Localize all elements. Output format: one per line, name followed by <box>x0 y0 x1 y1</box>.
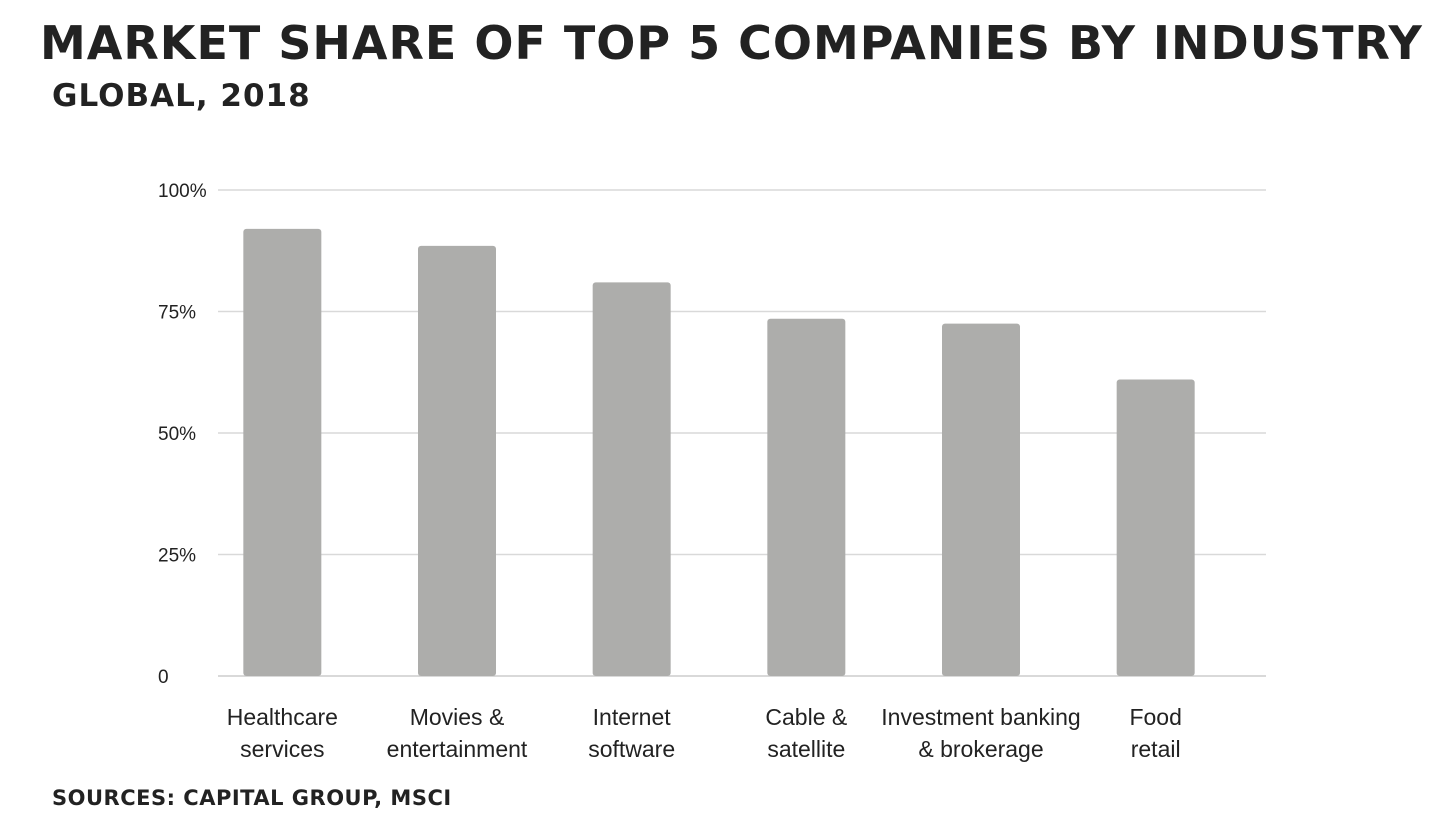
x-tick-label: Internet software <box>588 704 675 762</box>
x-tick-label: Investment banking & brokerage <box>881 704 1080 762</box>
y-axis-ticks: 0 25% 50% 75% 100% <box>158 181 207 688</box>
x-tick-label: Movies & entertainment <box>387 704 528 762</box>
chart-source: SOURCES: CAPITAL GROUP, MSCI <box>52 786 452 810</box>
bar <box>418 245 496 676</box>
gridlines <box>218 189 1266 677</box>
bar <box>942 323 1020 676</box>
y-tick-label: 100% <box>158 181 207 202</box>
x-axis-labels: Healthcare services Movies & entertainment I… <box>227 704 1182 762</box>
y-tick-label: 75% <box>158 303 196 324</box>
bar <box>592 282 671 676</box>
bar <box>243 228 322 676</box>
x-tick-label: Food retail <box>1129 704 1181 762</box>
y-tick-label: 0 <box>158 667 169 688</box>
bar <box>767 318 846 676</box>
bars <box>243 228 1195 676</box>
y-tick-label: 25% <box>158 546 196 567</box>
x-tick-label: Healthcare services <box>227 704 338 762</box>
y-tick-label: 50% <box>158 424 196 445</box>
bar <box>1116 379 1195 676</box>
chart-title: MARKET SHARE OF TOP 5 COMPANIES BY INDUS… <box>40 16 1423 70</box>
chart-subtitle: GLOBAL, 2018 <box>52 78 311 114</box>
x-tick-label: Cable & satellite <box>765 704 847 762</box>
